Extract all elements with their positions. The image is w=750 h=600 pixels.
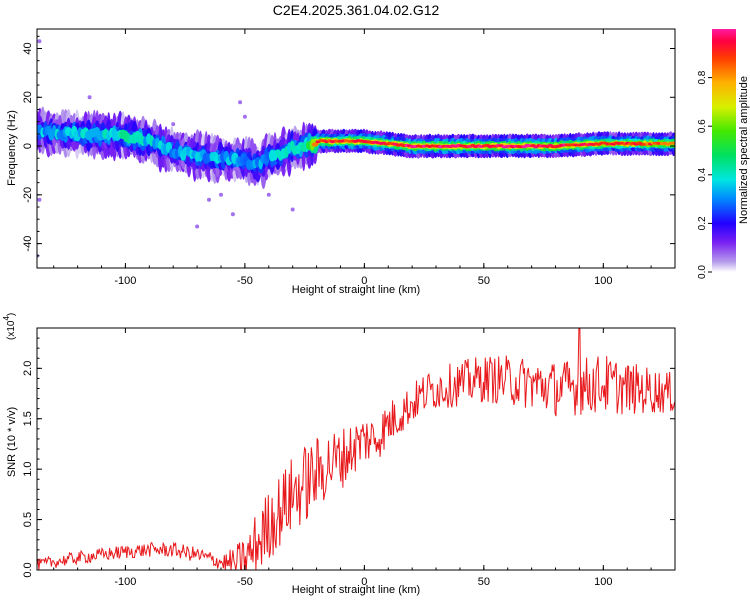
spectrogram-ylabel: Frequency (Hz) xyxy=(6,110,18,186)
outlier-points xyxy=(33,39,295,258)
outlier-point xyxy=(230,212,235,217)
snr-series-line xyxy=(37,328,675,570)
ridge-layer xyxy=(311,139,675,149)
x-tick-label: -100 xyxy=(114,275,136,287)
y-tick-label: 1.0 xyxy=(22,462,34,477)
snr-panel: -100 -50 0 50 100 0.0 0.5 1.0 1.5 2.0 Height of s… xyxy=(2,313,676,596)
colorbar-tick-label: 0.0 xyxy=(697,265,708,279)
colorbar-tick-label: 0.4 xyxy=(697,167,708,181)
x-tick-label: 100 xyxy=(594,275,612,287)
x-tick-label: 50 xyxy=(478,275,490,287)
snr-scale-base: (x10 xyxy=(6,320,17,340)
x-tick-label: 50 xyxy=(478,576,490,588)
outlier-point xyxy=(219,192,223,197)
snr-xlabel: Height of straight line (km) xyxy=(292,584,420,596)
x-tick-label: 0 xyxy=(361,275,367,287)
colorbar-tick-label: 0.6 xyxy=(697,119,708,133)
colorbar-axis: 0.0 0.2 0.4 0.6 0.8 xyxy=(697,70,712,279)
y-tick-label: 0.5 xyxy=(22,512,34,527)
y-tick-label: 2.0 xyxy=(22,361,34,376)
outlier-point xyxy=(37,197,42,202)
y-tick-label: 0.0 xyxy=(22,562,34,577)
x-tick-label: -100 xyxy=(114,576,136,588)
outlier-point xyxy=(37,39,42,44)
outlier-point xyxy=(238,100,243,105)
outlier-point xyxy=(171,122,176,127)
outlier-point xyxy=(266,192,271,197)
spectrogram-axes: -100 -50 0 50 100 -40 -20 0 20 40 xyxy=(22,29,676,287)
y-tick-label: -40 xyxy=(22,236,34,252)
ridge-cell xyxy=(670,141,675,145)
snr-axes: -100 -50 0 50 100 0.0 0.5 1.0 1.5 2.0 xyxy=(22,328,676,588)
colorbar-tick-label: 0.2 xyxy=(697,216,708,230)
ridge-cell xyxy=(311,142,319,147)
spectrogram-frame xyxy=(36,28,676,269)
spectrogram-ridge xyxy=(33,39,675,258)
outlier-point xyxy=(33,71,37,75)
snr-scale-exponent: 4 xyxy=(2,316,11,321)
outlier-point xyxy=(87,95,92,100)
colorbar-label: Normalized spectral amplitude xyxy=(738,76,750,224)
spectrogram-xlabel: Height of straight line (km) xyxy=(292,284,420,296)
snr-plot-area xyxy=(37,328,675,570)
outlier-point xyxy=(242,114,247,119)
colorbar: 0.0 0.2 0.4 0.6 0.8 Normalized spectral ampl… xyxy=(697,29,750,279)
x-tick-label: 0 xyxy=(361,576,367,588)
outlier-point xyxy=(207,197,211,202)
colorbar-tick-label: 0.8 xyxy=(697,70,708,84)
outlier-point xyxy=(195,224,200,229)
y-tick-label: 40 xyxy=(22,42,34,54)
y-tick-label: 20 xyxy=(22,91,34,103)
outlier-point xyxy=(290,207,295,212)
x-tick-label: -50 xyxy=(237,275,253,287)
snr-ylabel: SNR (10 * v/v) xyxy=(6,407,18,477)
snr-scale-label: (x104) xyxy=(2,313,17,340)
x-tick-label: -50 xyxy=(237,576,253,588)
snr-scale-close: ) xyxy=(6,313,17,316)
y-tick-label: 1.5 xyxy=(22,411,34,426)
figure-title: C2E4.2025.361.04.02.G12 xyxy=(273,2,440,18)
spectrogram-panel: -100 -50 0 50 100 -40 -20 0 20 40 Height of strai… xyxy=(6,28,676,296)
x-tick-label: 100 xyxy=(594,576,612,588)
svg-text:(x104): (x104) xyxy=(2,313,17,340)
y-tick-label: -20 xyxy=(22,187,34,203)
y-tick-label: 0 xyxy=(22,143,34,149)
colorbar-gradient xyxy=(712,29,736,272)
